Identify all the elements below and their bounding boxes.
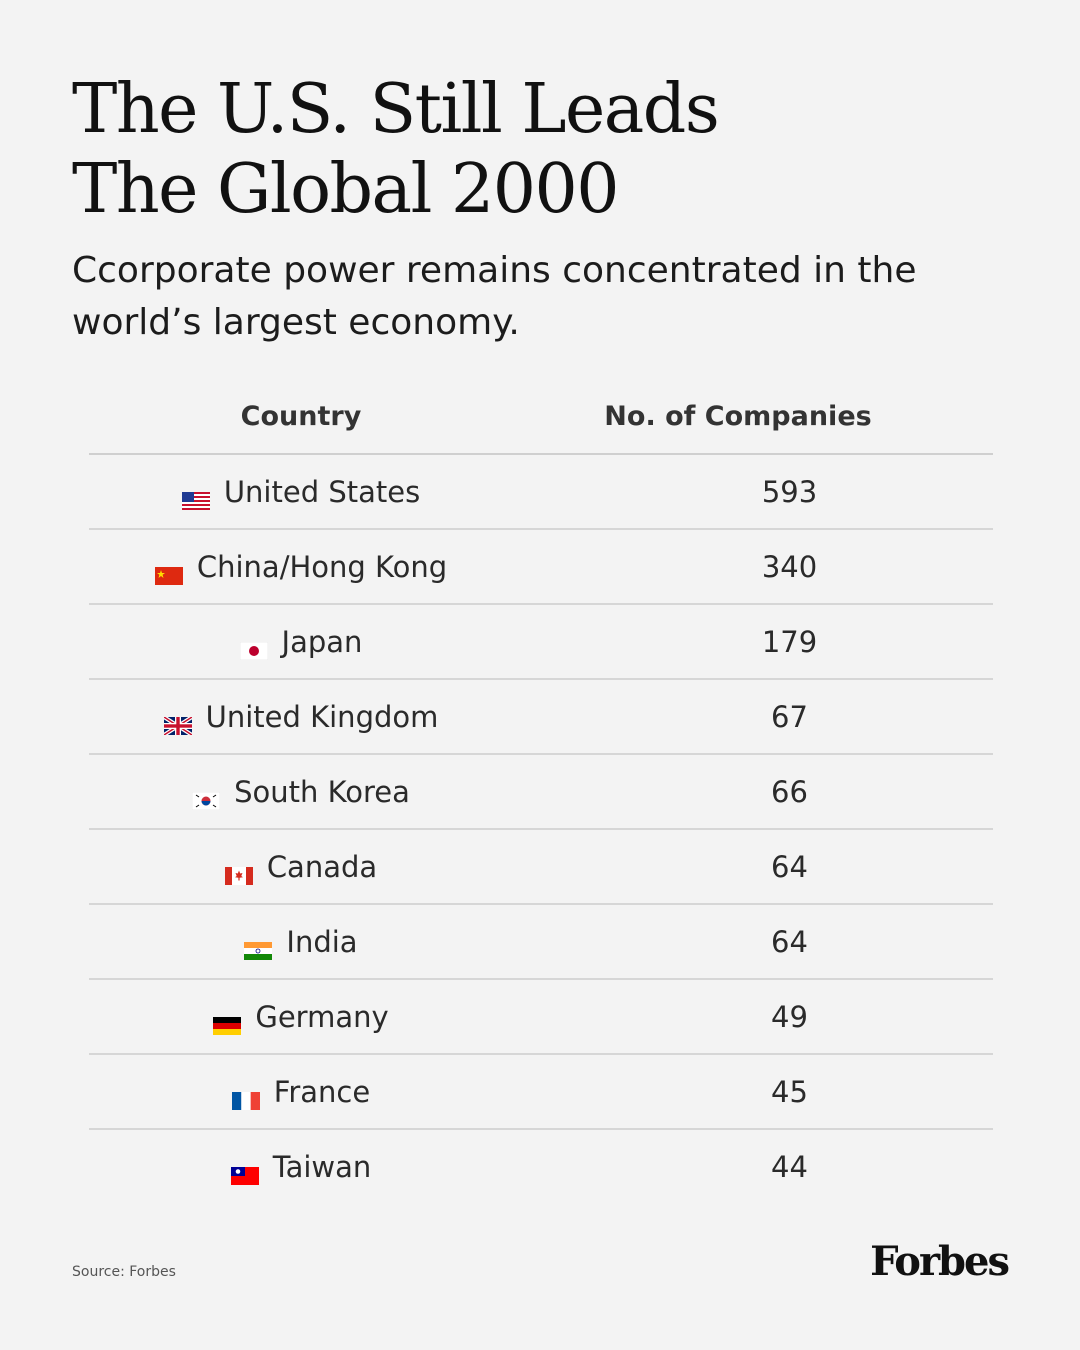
table-row: South Korea 66 — [89, 755, 993, 830]
country-name: Germany — [255, 999, 389, 1034]
table-header: Country No. of Companies — [89, 380, 993, 455]
forbes-logo: Forbes — [870, 1238, 1010, 1285]
company-count: 64 — [771, 924, 808, 959]
header-country: Country — [240, 401, 362, 432]
taiwan-flag-icon — [230, 1158, 259, 1185]
companies-table: Country No. of Companies United States 59… — [89, 380, 993, 1203]
company-count: 64 — [771, 849, 808, 884]
company-count: 340 — [761, 549, 818, 584]
table-row: United States 593 — [89, 455, 993, 530]
country-cell: Taiwan — [89, 1149, 513, 1185]
table-row: Canada 64 — [89, 830, 993, 905]
table-row: Germany 49 — [89, 980, 993, 1055]
company-count: 179 — [761, 624, 818, 659]
title-line-1: The U.S. Still Leads — [72, 70, 720, 149]
page-title: The U.S. Still Leads The Global 2000 — [72, 70, 1032, 230]
company-count: 593 — [761, 474, 818, 509]
country-name: United Kingdom — [205, 699, 439, 734]
germany-flag-icon — [213, 1008, 242, 1035]
country-cell: Canada — [89, 849, 513, 885]
source-note: Source: Forbes — [72, 1264, 176, 1280]
china-flag-icon — [154, 558, 183, 585]
france-flag-icon — [231, 1083, 260, 1110]
country-cell: Germany — [89, 999, 513, 1035]
table-row: Japan 179 — [89, 605, 993, 680]
table-row: France 45 — [89, 1055, 993, 1130]
country-name: France — [273, 1074, 371, 1109]
country-name: South Korea — [234, 774, 410, 809]
country-name: Canada — [266, 849, 378, 884]
country-cell: China/Hong Kong — [89, 549, 513, 585]
india-flag-icon — [244, 933, 273, 960]
country-name: India — [286, 924, 358, 959]
company-count: 45 — [771, 1074, 808, 1109]
country-name: Taiwan — [272, 1149, 372, 1184]
company-count: 67 — [771, 699, 808, 734]
country-cell: South Korea — [89, 774, 513, 810]
country-name: China/Hong Kong — [196, 549, 448, 584]
company-count: 44 — [771, 1149, 808, 1184]
company-count: 66 — [771, 774, 808, 809]
company-count: 49 — [771, 999, 808, 1034]
table-body: United States 593 China/Hong Kong 340 Japan 1… — [89, 455, 993, 1203]
country-cell: France — [89, 1074, 513, 1110]
country-cell: United States — [89, 474, 513, 510]
table-row: India 64 — [89, 905, 993, 980]
subtitle: Ccorporate power remains concentrated in… — [72, 250, 917, 343]
country-cell: India — [89, 924, 513, 960]
uk-flag-icon — [162, 708, 193, 737]
country-cell: Japan — [89, 624, 513, 660]
south-korea-flag-icon — [191, 783, 221, 810]
country-name: United States — [223, 474, 421, 509]
table-row: Taiwan 44 — [89, 1130, 993, 1203]
country-name: Japan — [281, 624, 363, 659]
table-row: United Kingdom 67 — [89, 680, 993, 755]
us-flag-icon — [181, 483, 210, 510]
header-count: No. of Companies — [604, 401, 872, 432]
table-row: China/Hong Kong 340 — [89, 530, 993, 605]
country-cell: United Kingdom — [89, 699, 513, 737]
canada-flag-icon — [224, 858, 253, 885]
title-line-2: The Global 2000 — [72, 150, 620, 229]
japan-flag-icon — [239, 633, 268, 660]
